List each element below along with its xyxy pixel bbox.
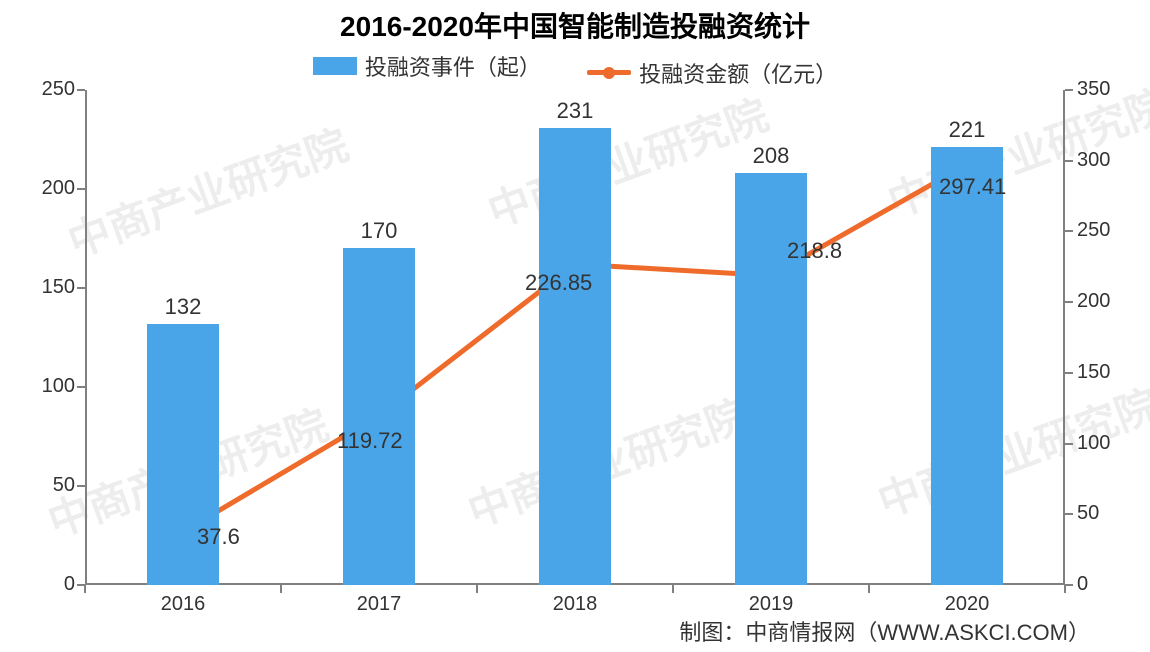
x-tick bbox=[84, 585, 86, 593]
bar-value-label: 231 bbox=[557, 98, 594, 124]
plot-area: 0501001502002500501001502002503003502016… bbox=[85, 90, 1065, 585]
bar bbox=[931, 147, 1003, 585]
chart-container: 中商产业研究院 中商产业研究院 中商产业研究院 中商产业研究院 中商产业研究院 … bbox=[0, 0, 1150, 652]
legend-item-line: 投融资金额（亿元） bbox=[587, 57, 837, 89]
bar bbox=[735, 173, 807, 585]
y-right-tick-label: 250 bbox=[1077, 219, 1137, 242]
x-tick bbox=[672, 585, 674, 593]
y-right-tick-label: 100 bbox=[1077, 432, 1137, 455]
legend-label-line: 投融资金额（亿元） bbox=[639, 57, 837, 89]
y-left-tick bbox=[77, 485, 85, 487]
bar-value-label: 208 bbox=[753, 143, 790, 169]
y-left-tick-label: 150 bbox=[15, 276, 75, 299]
y-right-tick bbox=[1065, 230, 1073, 232]
legend-item-bar: 投融资事件（起） bbox=[313, 50, 541, 82]
y-right-tick bbox=[1065, 301, 1073, 303]
x-tick-label: 2016 bbox=[161, 593, 206, 616]
y-left-tick-label: 50 bbox=[15, 474, 75, 497]
y-left-tick-label: 200 bbox=[15, 177, 75, 200]
bar-value-label: 170 bbox=[361, 218, 398, 244]
y-right-tick-label: 300 bbox=[1077, 149, 1137, 172]
y-right-tick-label: 150 bbox=[1077, 361, 1137, 384]
y-right-tick bbox=[1065, 372, 1073, 374]
legend-swatch-bar bbox=[313, 57, 357, 75]
legend-swatch-line bbox=[587, 64, 631, 82]
legend-label-bar: 投融资事件（起） bbox=[365, 50, 541, 82]
y-right-tick-label: 350 bbox=[1077, 78, 1137, 101]
chart-title: 2016-2020年中国智能制造投融资统计 bbox=[0, 5, 1150, 45]
y-right-tick-label: 200 bbox=[1077, 290, 1137, 313]
x-tick-label: 2018 bbox=[553, 593, 598, 616]
left-axis-line bbox=[85, 90, 87, 585]
bar bbox=[343, 248, 415, 585]
right-axis-line bbox=[1063, 90, 1065, 585]
y-left-tick bbox=[77, 188, 85, 190]
bar bbox=[539, 128, 611, 585]
y-left-tick-label: 250 bbox=[15, 78, 75, 101]
legend: 投融资事件（起） 投融资金额（亿元） bbox=[0, 50, 1150, 89]
y-left-tick-label: 100 bbox=[15, 375, 75, 398]
y-right-tick-label: 0 bbox=[1077, 573, 1137, 596]
y-right-tick bbox=[1065, 160, 1073, 162]
y-right-tick bbox=[1065, 513, 1073, 515]
line-value-label: 226.85 bbox=[525, 270, 592, 296]
line-value-label: 218.8 bbox=[787, 238, 842, 264]
y-right-tick bbox=[1065, 89, 1073, 91]
x-tick-label: 2019 bbox=[749, 593, 794, 616]
y-left-tick bbox=[77, 89, 85, 91]
bar-value-label: 221 bbox=[949, 117, 986, 143]
y-right-tick bbox=[1065, 584, 1073, 586]
x-tick bbox=[280, 585, 282, 593]
line-value-label: 37.6 bbox=[197, 524, 240, 550]
bar-value-label: 132 bbox=[165, 294, 202, 320]
line-value-label: 119.72 bbox=[337, 428, 403, 454]
x-tick-label: 2020 bbox=[945, 593, 990, 616]
x-tick bbox=[1064, 585, 1066, 593]
x-tick bbox=[476, 585, 478, 593]
line-value-label: 297.41 bbox=[939, 174, 1006, 200]
credit-text: 制图：中商情报网（WWW.ASKCI.COM） bbox=[679, 615, 1090, 647]
y-right-tick-label: 50 bbox=[1077, 502, 1137, 525]
x-tick-label: 2017 bbox=[357, 593, 402, 616]
y-left-tick-label: 0 bbox=[15, 573, 75, 596]
x-tick bbox=[868, 585, 870, 593]
y-right-tick bbox=[1065, 443, 1073, 445]
y-left-tick bbox=[77, 386, 85, 388]
y-left-tick bbox=[77, 287, 85, 289]
